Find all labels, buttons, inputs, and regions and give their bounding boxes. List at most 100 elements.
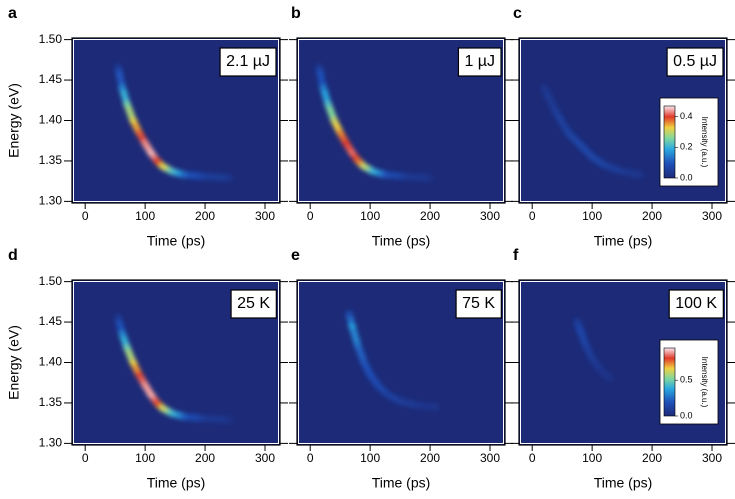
streak-point [225, 174, 234, 181]
streak-point [147, 391, 156, 398]
x-axis-label: Time (ps) [594, 475, 653, 491]
x-tick-label: 0 [82, 209, 89, 223]
streak-point [159, 405, 168, 412]
colorbar [663, 105, 676, 179]
x-axis-label: Time (ps) [372, 233, 431, 249]
streak-point [576, 141, 585, 148]
streak-point [168, 410, 177, 417]
streak-point [573, 319, 582, 326]
x-tick-label: 200 [642, 209, 662, 223]
annotation: 2.1 µJ [226, 53, 270, 70]
streak-point [345, 310, 354, 317]
streak-point [636, 171, 645, 178]
frame-inner [298, 281, 504, 444]
streak-point [375, 383, 384, 390]
x-tick-label: 0 [529, 451, 536, 465]
streak-point [129, 117, 138, 124]
streak-point [342, 140, 351, 147]
x-tick-label: 0 [529, 209, 536, 223]
streak-point [315, 64, 324, 71]
streak-point [360, 163, 369, 170]
streak-point [123, 344, 132, 351]
annotation-box [455, 289, 502, 319]
x-tick-label: 200 [195, 209, 215, 223]
x-tick-label: 300 [480, 209, 500, 223]
streak-point [618, 168, 627, 175]
x-axis-label: Time (ps) [594, 233, 653, 249]
streak-point [540, 85, 549, 92]
streak-point [384, 391, 393, 398]
streak [345, 310, 441, 411]
y-tick-label: 1.45 [39, 72, 63, 86]
y-axis-label: Energy (eV) [6, 325, 22, 400]
streak-point [123, 101, 132, 108]
streak-point [141, 140, 150, 147]
streak-point [399, 173, 408, 180]
x-axis-label: Time (ps) [372, 475, 431, 491]
frame-inner [520, 39, 726, 202]
streak-point [582, 343, 591, 350]
annotation: 1 µJ [464, 53, 495, 70]
streak-segment [198, 172, 233, 182]
x-tick-label: 300 [255, 209, 275, 223]
streak-point [324, 101, 333, 108]
streak-point [432, 403, 441, 410]
streak-point [147, 149, 156, 156]
streak-point [564, 129, 573, 136]
streak-point [180, 413, 189, 420]
panel-letter: b [291, 5, 301, 22]
x-tick-label: 100 [582, 209, 602, 223]
streak-point [354, 343, 363, 350]
streak-point [396, 398, 405, 405]
streak-point [129, 359, 138, 366]
colorbar-tick-label: 0.2 [680, 142, 693, 152]
streak-segment [540, 84, 560, 116]
y-tick-label: 1.35 [39, 395, 63, 409]
x-tick-label: 100 [135, 451, 155, 465]
frame-inner [520, 281, 726, 444]
colorbar-tick-label: 0.0 [680, 410, 693, 420]
annotation-box [666, 47, 724, 77]
colorbar-tick-label: 0.0 [680, 172, 693, 182]
annotation-box [230, 289, 277, 319]
annotation-box [219, 47, 277, 77]
x-tick-label: 0 [82, 451, 89, 465]
streak-point [135, 129, 144, 136]
frame-inner [73, 39, 279, 202]
frame-inner [73, 281, 279, 444]
y-tick-label: 1.35 [39, 153, 63, 167]
annotation: 100 K [675, 295, 717, 312]
x-tick-label: 300 [480, 451, 500, 465]
frame-inner [298, 39, 504, 202]
x-tick-label: 300 [255, 451, 275, 465]
x-tick-label: 200 [420, 451, 440, 465]
streak-point [552, 109, 561, 116]
x-tick-label: 100 [135, 209, 155, 223]
annotation: 0.5 µJ [673, 53, 717, 70]
x-tick-label: 300 [702, 451, 722, 465]
y-tick-label: 1.30 [39, 194, 63, 208]
streak-point [381, 171, 390, 178]
x-tick-label: 200 [195, 451, 215, 465]
streak-point [366, 371, 375, 378]
streak-point [319, 85, 328, 92]
x-axis-label: Time (ps) [147, 233, 206, 249]
y-tick-label: 1.40 [39, 355, 63, 369]
colorbar-tick-label: 0.5 [680, 375, 693, 385]
x-tick-label: 300 [702, 209, 722, 223]
x-tick-label: 100 [360, 209, 380, 223]
streak-point [330, 117, 339, 124]
colorbar-tick-label: 0.4 [680, 111, 693, 121]
streak [573, 318, 615, 383]
x-tick-label: 200 [420, 209, 440, 223]
streak-segment [399, 172, 434, 182]
streak [114, 64, 234, 182]
x-axis-label: Time (ps) [147, 475, 206, 491]
streak-point [588, 153, 597, 160]
streak-point [597, 367, 606, 374]
streak-point [118, 85, 127, 92]
y-tick-label: 1.50 [39, 274, 63, 288]
colorbar [663, 347, 676, 417]
streak-point [159, 163, 168, 170]
